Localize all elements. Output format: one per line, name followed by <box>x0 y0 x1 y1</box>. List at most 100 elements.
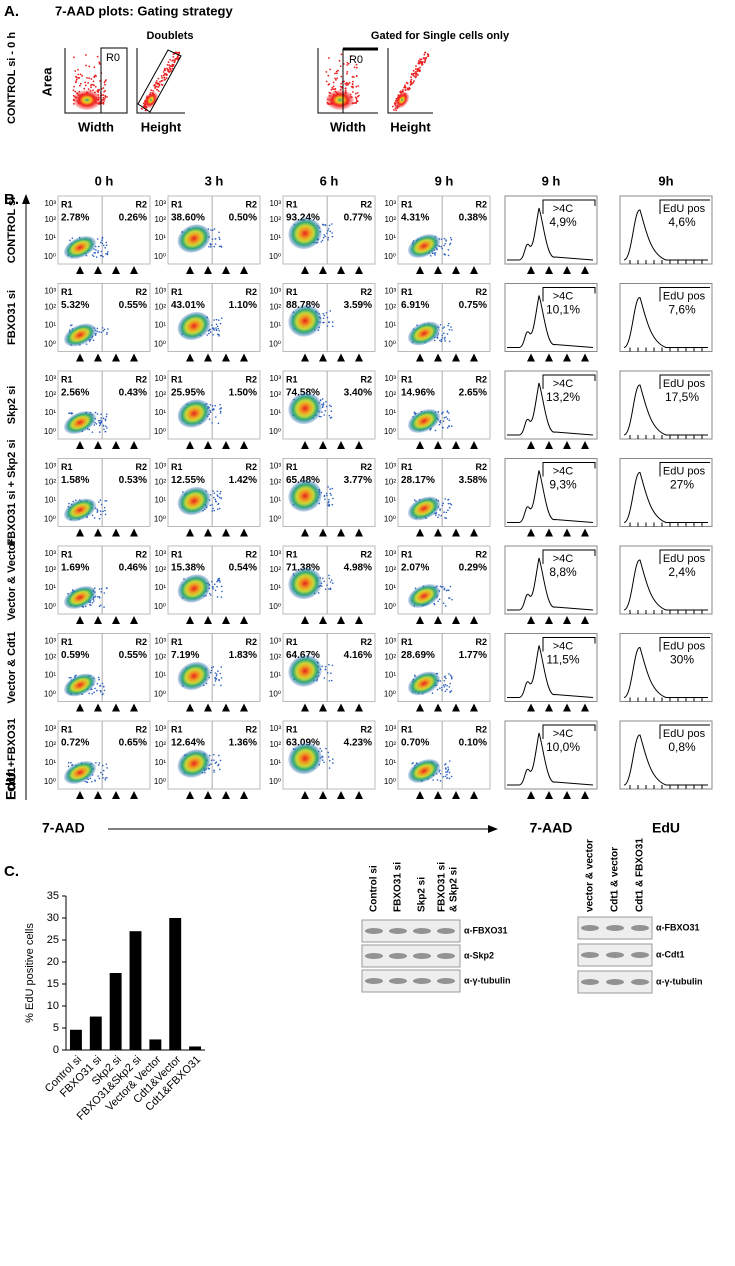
marker-triangle <box>452 353 460 362</box>
event-dot <box>437 516 439 519</box>
event-dot <box>217 327 220 330</box>
event-dot <box>98 777 101 780</box>
bracket <box>659 724 710 739</box>
event-dot <box>424 51 426 54</box>
event-dot <box>438 771 440 773</box>
event-dot <box>451 598 453 601</box>
plot-frame <box>57 633 151 702</box>
event-dot <box>445 511 448 514</box>
marker-triangle <box>452 266 460 274</box>
event-dot <box>210 759 213 762</box>
percent-r2: 3.59% <box>344 300 372 311</box>
lane-label: FBXO31 si <box>393 862 404 912</box>
event-dot <box>171 65 174 68</box>
event-dot <box>96 413 99 415</box>
event-dot <box>326 584 328 586</box>
y-tick-label: 10² <box>154 653 166 662</box>
event-dot <box>103 81 106 84</box>
plot-frame <box>397 720 491 790</box>
event-dot <box>91 601 94 604</box>
event-dot <box>442 502 444 505</box>
event-dot <box>350 85 353 88</box>
event-dot <box>332 81 335 84</box>
event-dot <box>444 775 447 778</box>
event-dot <box>394 107 397 110</box>
event-dot <box>450 675 453 678</box>
event-dot <box>155 85 158 88</box>
y-tick-label: 10² <box>269 215 281 224</box>
y-tick-label: 10³ <box>154 462 166 471</box>
event-dot <box>419 66 421 69</box>
density <box>64 498 96 522</box>
region-label: R2 <box>245 549 257 559</box>
event-dot <box>99 684 102 687</box>
event-dot <box>214 677 217 680</box>
event-dot <box>411 762 414 765</box>
region-label: R2 <box>245 199 257 209</box>
density <box>177 486 211 516</box>
region-label: R2 <box>245 462 257 472</box>
band <box>413 928 431 934</box>
annotation: Gated for Single cells only <box>371 30 510 42</box>
event-dot <box>102 685 105 688</box>
density <box>177 574 211 603</box>
marker-triangle <box>563 616 571 624</box>
event-dot <box>92 255 95 258</box>
event-dot <box>449 502 452 505</box>
plot-frame <box>397 283 491 352</box>
y-tick-label: 10² <box>44 565 56 574</box>
event-dot <box>319 399 322 401</box>
y-tick-label: 10³ <box>154 199 166 208</box>
marker-triangle <box>319 266 327 274</box>
axis <box>387 48 433 114</box>
event-dot <box>444 605 447 607</box>
plot-frame <box>282 545 376 615</box>
plot-frame <box>619 283 713 352</box>
percent-r2: 0.43% <box>119 388 147 399</box>
histogram <box>623 471 708 523</box>
event-dot <box>95 256 98 258</box>
marker-triangle <box>301 703 309 712</box>
event-dot <box>213 769 215 772</box>
event-dot <box>444 683 447 686</box>
event-dot <box>216 490 219 493</box>
event-dot <box>395 109 398 112</box>
event-dot <box>337 69 339 72</box>
event-dot <box>321 759 324 761</box>
event-dot <box>213 509 216 512</box>
event-dot <box>213 408 215 411</box>
region-label: R1 <box>401 374 413 384</box>
percent-r2: 0.55% <box>119 300 147 311</box>
event-dot <box>450 326 452 328</box>
percent-r2: 1.77% <box>459 650 487 661</box>
y-tick-label: 10² <box>384 653 396 662</box>
event-dot <box>322 405 324 407</box>
event-dot <box>78 84 81 87</box>
event-dot <box>213 496 215 499</box>
event-dot <box>324 409 327 412</box>
event-dot <box>446 684 448 687</box>
marker-triangle <box>130 266 138 274</box>
event-dot <box>69 324 72 327</box>
event-dot <box>440 514 443 517</box>
marker-triangle <box>130 616 138 624</box>
region-label: R1 <box>171 287 183 297</box>
event-dot <box>104 96 107 98</box>
percent-r2: 0.65% <box>119 738 147 749</box>
event-dot <box>447 249 450 251</box>
y-tick-label: 10⁰ <box>384 340 396 349</box>
density <box>407 496 441 521</box>
event-dot <box>96 55 99 58</box>
event-dot <box>409 84 412 86</box>
percent-r2: 1.10% <box>229 300 257 311</box>
marker-triangle <box>434 616 442 624</box>
bracket <box>659 462 710 477</box>
y-tick-label: 10⁰ <box>44 690 56 699</box>
annotation: EdU pos <box>663 553 706 565</box>
event-dot <box>219 581 221 583</box>
event-dot <box>220 317 223 319</box>
marker-triangle <box>545 791 553 799</box>
histogram <box>507 645 594 698</box>
bracket <box>659 199 710 214</box>
